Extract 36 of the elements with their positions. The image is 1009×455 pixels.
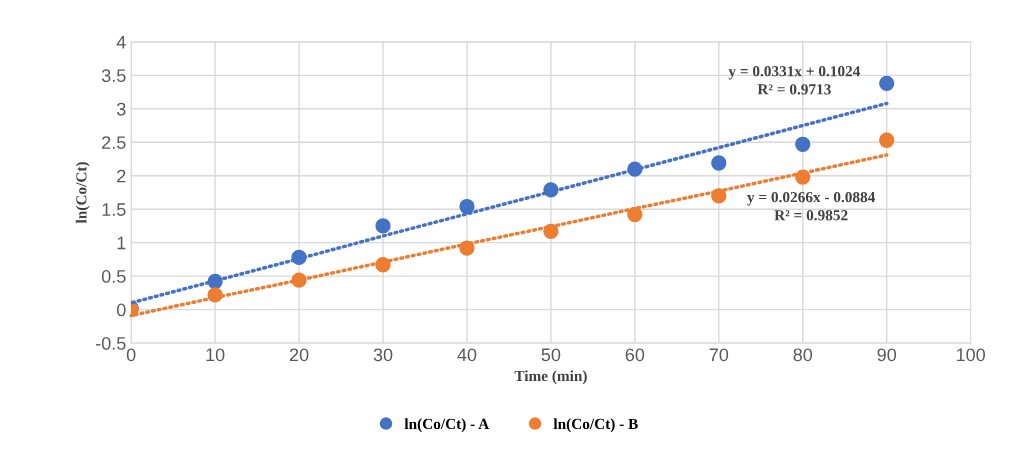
y-tick-label: 4 xyxy=(116,35,126,49)
legend-label: ln(Co/Ct) - B xyxy=(553,418,638,433)
x-tick-label: 100 xyxy=(956,348,986,362)
x-tick-label: 50 xyxy=(541,348,561,362)
y-tick-label: 1 xyxy=(117,236,126,250)
annotation: R² = 0.9852 xyxy=(774,210,848,221)
line-series xyxy=(129,153,889,318)
x-tick-label: 20 xyxy=(289,348,309,362)
y-tick-label: 3 xyxy=(116,102,126,116)
y-tick-label: 3.5 xyxy=(101,69,126,83)
x-tick-label: 0 xyxy=(126,348,136,362)
y-tick-label: 2 xyxy=(117,169,126,183)
y-tick-label: 2.5 xyxy=(102,136,126,149)
point xyxy=(795,136,811,152)
annotation: y = 0.0266x - 0.0884 xyxy=(747,191,876,206)
annotation: y = 0.0331x + 0.1024 xyxy=(728,66,861,80)
point xyxy=(879,132,895,148)
x-tick-label: 10 xyxy=(206,348,225,362)
y-axis-title: ln(Co/Ct) xyxy=(75,162,90,224)
point xyxy=(375,218,391,234)
legend-label: ln(Co/Ct) - A xyxy=(404,418,490,433)
x-tick-label: 80 xyxy=(793,348,813,362)
point xyxy=(711,155,727,171)
y-tick-label: 0.5 xyxy=(101,270,126,283)
point xyxy=(459,198,475,215)
x-tick-label: 70 xyxy=(709,348,729,362)
x-tick-label: 40 xyxy=(457,348,477,362)
point xyxy=(879,75,895,91)
x-tick-label: 30 xyxy=(373,348,393,362)
y-tick-label: 1.5 xyxy=(102,203,126,216)
y-tick-label: -0.5 xyxy=(96,337,126,350)
y-tick-label: 0 xyxy=(116,303,126,317)
x-axis-title: Time (min) xyxy=(514,370,587,385)
annotation: R² = 0.9713 xyxy=(757,84,831,95)
x-tick-label: 60 xyxy=(625,348,645,362)
x-tick-label: 90 xyxy=(877,348,897,362)
